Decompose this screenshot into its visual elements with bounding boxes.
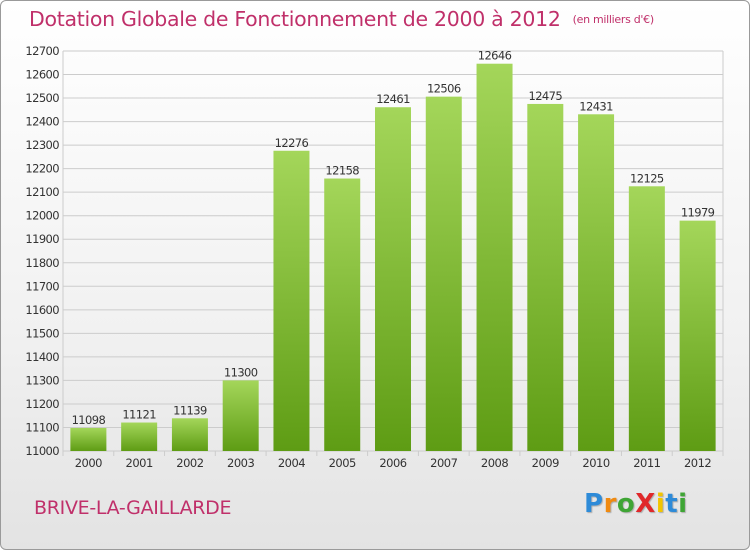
bar-value-label: 12475 (529, 89, 563, 103)
bar-value-label: 12461 (376, 92, 410, 106)
bar (121, 422, 158, 451)
x-tick-label: 2004 (278, 456, 305, 470)
y-tick-label: 11600 (25, 303, 59, 317)
logo-letter: i (655, 489, 666, 519)
x-tick-label: 2000 (75, 456, 102, 470)
x-tick-label: 2010 (582, 456, 609, 470)
y-tick-label: 12700 (25, 44, 59, 58)
y-tick-label: 11400 (25, 350, 59, 364)
bar (222, 380, 259, 451)
bar-value-label: 11979 (681, 206, 715, 220)
title-text: Dotation Globale de Fonctionnement de 20… (29, 7, 561, 31)
y-tick-label: 11800 (25, 256, 59, 270)
bar-value-label: 11098 (72, 413, 106, 427)
bar-value-label: 12431 (579, 99, 613, 113)
y-tick-label: 11900 (25, 232, 59, 246)
y-tick-label: 11300 (25, 373, 59, 387)
x-tick-label: 2007 (430, 456, 457, 470)
bar (679, 220, 716, 451)
bar (425, 96, 462, 451)
bar (324, 178, 361, 451)
bar-value-label: 12276 (275, 136, 309, 150)
bar-value-label: 11121 (122, 408, 156, 422)
y-tick-label: 12200 (25, 162, 59, 176)
bar (476, 63, 513, 452)
logo-letter: r (603, 489, 617, 519)
x-tick-label: 2005 (329, 456, 356, 470)
x-tick-label: 2009 (532, 456, 559, 470)
bar-value-label: 12158 (325, 164, 359, 178)
y-tick-label: 11100 (25, 420, 59, 434)
y-tick-label: 12300 (25, 138, 59, 152)
logo-letter: i (678, 489, 688, 519)
x-tick-label: 2011 (633, 456, 660, 470)
x-tick-label: 2003 (227, 456, 254, 470)
bar-value-label: 12125 (630, 171, 664, 185)
chart-title: Dotation Globale de Fonctionnement de 20… (29, 7, 654, 31)
bar (578, 114, 615, 451)
y-tick-label: 12000 (25, 209, 59, 223)
place-name: BRIVE-LA-GAILLARDE (34, 497, 232, 519)
x-tick-label: 2002 (176, 456, 203, 470)
bar (70, 427, 107, 451)
bar-value-label: 11300 (224, 365, 258, 379)
bar (375, 107, 411, 451)
bar-value-label: 12506 (427, 82, 461, 96)
logo-letter: X (635, 489, 656, 519)
y-tick-label: 11700 (25, 279, 59, 293)
y-tick-label: 11200 (25, 397, 59, 411)
logo-letter: t (665, 489, 679, 519)
bar (171, 418, 208, 451)
y-tick-label: 12500 (25, 91, 59, 105)
unit-note: (en milliers d'€) (572, 13, 654, 26)
bar (628, 186, 665, 451)
x-tick-label: 2006 (379, 456, 406, 470)
y-tick-label: 12600 (25, 68, 59, 82)
x-tick-label: 2001 (126, 456, 153, 470)
proxiti-logo[interactable]: ProXiti (584, 489, 688, 519)
bar-value-label: 11139 (173, 403, 207, 417)
x-tick-label: 2012 (684, 456, 711, 470)
y-tick-label: 11500 (25, 326, 59, 340)
bar (527, 103, 564, 452)
bar-value-label: 12646 (478, 49, 512, 63)
y-tick-label: 12400 (25, 115, 59, 129)
y-tick-label: 12100 (25, 185, 59, 199)
y-tick-label: 11000 (25, 444, 59, 458)
logo-letter: P (584, 489, 604, 519)
bar (273, 150, 310, 451)
x-tick-label: 2008 (481, 456, 508, 470)
logo-letter: o (616, 489, 636, 519)
